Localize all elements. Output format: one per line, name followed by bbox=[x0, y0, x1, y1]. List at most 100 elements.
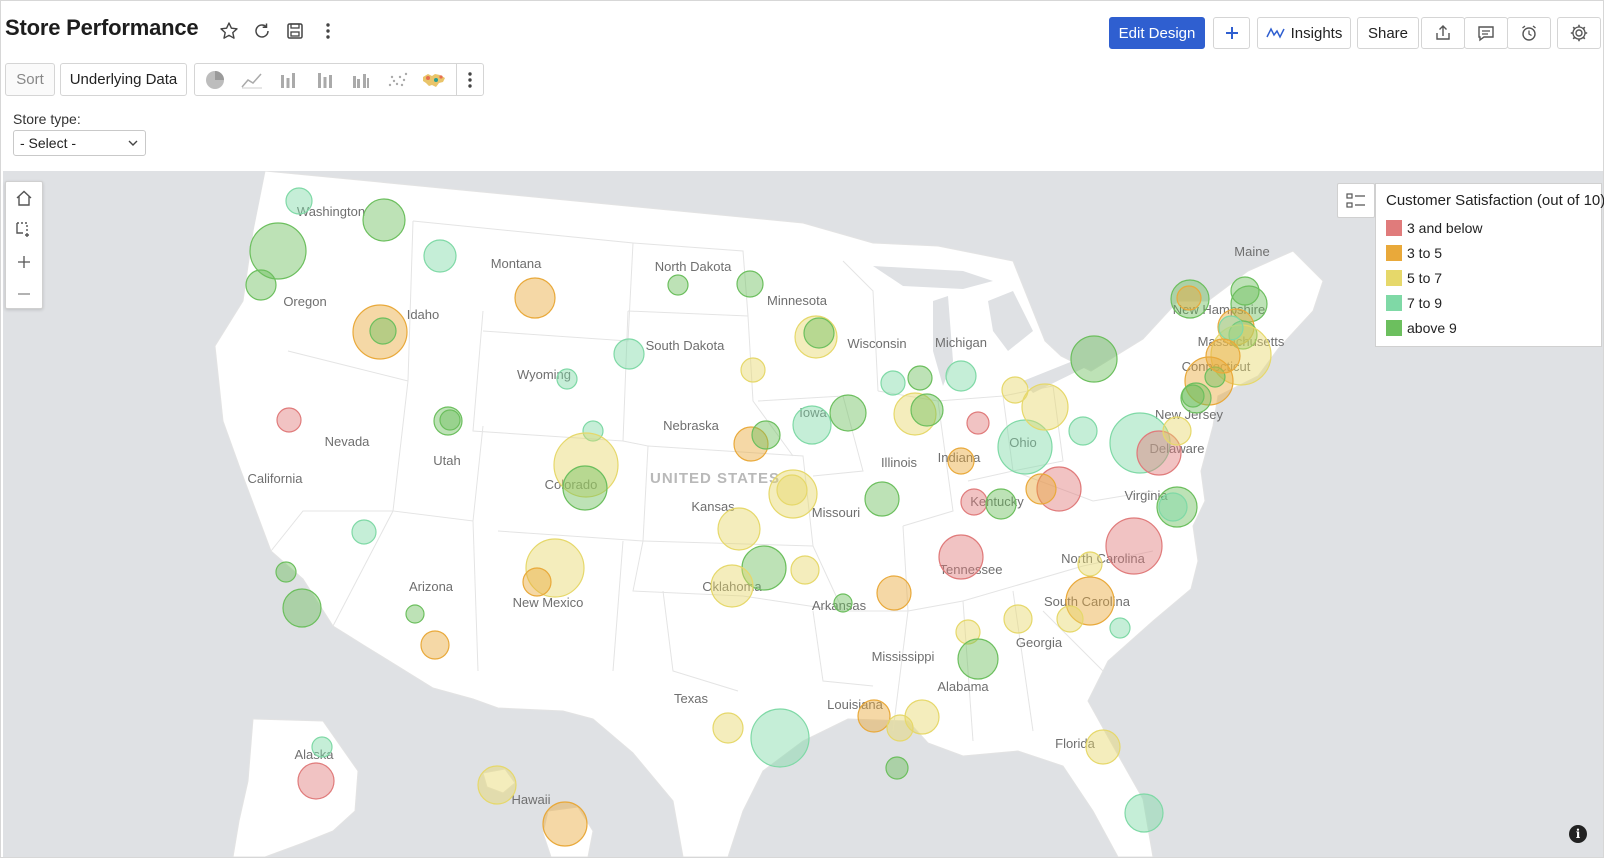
store-bubble[interactable] bbox=[311, 736, 333, 758]
save-icon[interactable] bbox=[283, 19, 307, 43]
store-bubble[interactable] bbox=[1158, 492, 1188, 522]
geo-map-icon[interactable] bbox=[416, 64, 452, 95]
legend-item[interactable]: 3 to 5 bbox=[1386, 240, 1591, 265]
store-bubble[interactable] bbox=[522, 567, 552, 597]
map-canvas[interactable]: Washington Oregon Idaho Montana North Dakota… bbox=[3, 171, 1603, 857]
comments-button[interactable] bbox=[1464, 17, 1508, 49]
underlying-data-button[interactable]: Underlying Data bbox=[60, 63, 187, 96]
settings-button[interactable] bbox=[1557, 17, 1601, 49]
store-bubble[interactable] bbox=[525, 538, 585, 598]
store-bubble[interactable] bbox=[886, 714, 914, 742]
store-bubble[interactable] bbox=[710, 564, 754, 608]
zoom-in-button[interactable] bbox=[6, 246, 42, 278]
store-bubble[interactable] bbox=[245, 269, 277, 301]
store-bubble[interactable] bbox=[1085, 729, 1121, 765]
store-bubble[interactable] bbox=[740, 357, 766, 383]
store-bubble[interactable] bbox=[736, 270, 764, 298]
insights-button[interactable]: Insights bbox=[1257, 17, 1351, 49]
store-bubble[interactable] bbox=[904, 699, 940, 735]
store-bubble[interactable] bbox=[1156, 486, 1198, 528]
store-bubble[interactable] bbox=[803, 317, 835, 349]
store-bubble[interactable] bbox=[1218, 315, 1244, 341]
store-bubble[interactable] bbox=[876, 575, 912, 611]
store-bubble[interactable] bbox=[351, 519, 377, 545]
store-bubble[interactable] bbox=[910, 393, 944, 427]
export-button[interactable] bbox=[1421, 17, 1465, 49]
store-bubble[interactable] bbox=[1021, 383, 1069, 431]
store-bubble[interactable] bbox=[297, 762, 335, 800]
store-bubble[interactable] bbox=[1205, 338, 1241, 374]
store-bubble[interactable] bbox=[751, 420, 781, 450]
store-bubble[interactable] bbox=[880, 370, 906, 396]
zoom-out-button[interactable] bbox=[6, 278, 42, 310]
store-bubble[interactable] bbox=[423, 239, 457, 273]
store-bubble[interactable] bbox=[477, 765, 517, 805]
store-bubble[interactable] bbox=[613, 338, 645, 370]
store-bubble[interactable] bbox=[1001, 376, 1029, 404]
store-bubble[interactable] bbox=[369, 317, 397, 345]
store-bubble[interactable] bbox=[1176, 285, 1202, 311]
store-bubble[interactable] bbox=[712, 712, 744, 744]
store-bubble[interactable] bbox=[282, 588, 322, 628]
store-bubble[interactable] bbox=[276, 407, 302, 433]
store-bubble[interactable] bbox=[556, 368, 578, 390]
store-bubble[interactable] bbox=[955, 619, 981, 645]
share-button[interactable]: Share bbox=[1357, 17, 1419, 49]
store-bubble[interactable] bbox=[1077, 551, 1103, 577]
store-bubble[interactable] bbox=[514, 277, 556, 319]
store-bubble[interactable] bbox=[833, 593, 853, 613]
store-bubble[interactable] bbox=[352, 304, 408, 360]
store-bubble[interactable] bbox=[249, 222, 307, 280]
store-bubble[interactable] bbox=[957, 638, 999, 680]
add-button[interactable] bbox=[1213, 17, 1250, 49]
store-bubble[interactable] bbox=[717, 507, 761, 551]
store-bubble[interactable] bbox=[1003, 604, 1033, 634]
store-bubble[interactable] bbox=[1210, 324, 1272, 386]
pie-chart-icon[interactable] bbox=[197, 64, 233, 95]
store-bubble[interactable] bbox=[582, 420, 604, 442]
store-bubble[interactable] bbox=[997, 419, 1053, 475]
edit-design-button[interactable]: Edit Design bbox=[1109, 17, 1205, 49]
schedule-button[interactable] bbox=[1507, 17, 1551, 49]
store-bubble[interactable] bbox=[1068, 416, 1098, 446]
store-bubble[interactable] bbox=[285, 187, 313, 215]
store-bubble[interactable] bbox=[1228, 320, 1258, 350]
store-bubble[interactable] bbox=[1181, 384, 1205, 408]
store-bubble[interactable] bbox=[1109, 617, 1131, 639]
store-bubble[interactable] bbox=[439, 409, 461, 431]
store-bubble[interactable] bbox=[985, 488, 1017, 520]
store-bubble[interactable] bbox=[1105, 517, 1163, 575]
store-bubble[interactable] bbox=[733, 426, 769, 462]
store-bubble[interactable] bbox=[667, 274, 689, 296]
store-bubble[interactable] bbox=[420, 630, 450, 660]
grouped-bar-icon[interactable] bbox=[343, 64, 379, 95]
favorite-star-icon[interactable] bbox=[217, 19, 241, 43]
legend-item[interactable]: 3 and below bbox=[1386, 215, 1591, 240]
sort-button[interactable]: Sort bbox=[5, 63, 55, 96]
legend-item[interactable]: 7 to 9 bbox=[1386, 290, 1591, 315]
store-bubble[interactable] bbox=[553, 432, 619, 498]
store-bubble[interactable] bbox=[966, 411, 990, 435]
scatter-chart-icon[interactable] bbox=[379, 64, 415, 95]
store-bubble[interactable] bbox=[1056, 605, 1084, 633]
store-bubble[interactable] bbox=[829, 394, 867, 432]
store-bubble[interactable] bbox=[792, 405, 832, 445]
store-bubble[interactable] bbox=[938, 534, 984, 580]
info-icon[interactable]: i bbox=[1569, 825, 1587, 843]
store-bubble[interactable] bbox=[750, 708, 810, 768]
legend-item[interactable]: above 9 bbox=[1386, 315, 1591, 340]
store-bubble[interactable] bbox=[857, 699, 891, 733]
legend-item[interactable]: 5 to 7 bbox=[1386, 265, 1591, 290]
store-bubble[interactable] bbox=[776, 474, 808, 506]
store-bubble[interactable] bbox=[864, 481, 900, 517]
store-bubble[interactable] bbox=[893, 392, 937, 436]
store-bubble[interactable] bbox=[1136, 430, 1182, 476]
store-bubble[interactable] bbox=[562, 465, 608, 511]
chart-more-icon[interactable] bbox=[457, 64, 483, 95]
store-bubble[interactable] bbox=[1230, 276, 1260, 306]
store-bubble[interactable] bbox=[1036, 466, 1082, 512]
store-type-select[interactable]: - Select - bbox=[13, 130, 146, 156]
more-options-icon[interactable] bbox=[316, 19, 340, 43]
store-bubble[interactable] bbox=[790, 555, 820, 585]
store-bubble[interactable] bbox=[1124, 793, 1164, 833]
